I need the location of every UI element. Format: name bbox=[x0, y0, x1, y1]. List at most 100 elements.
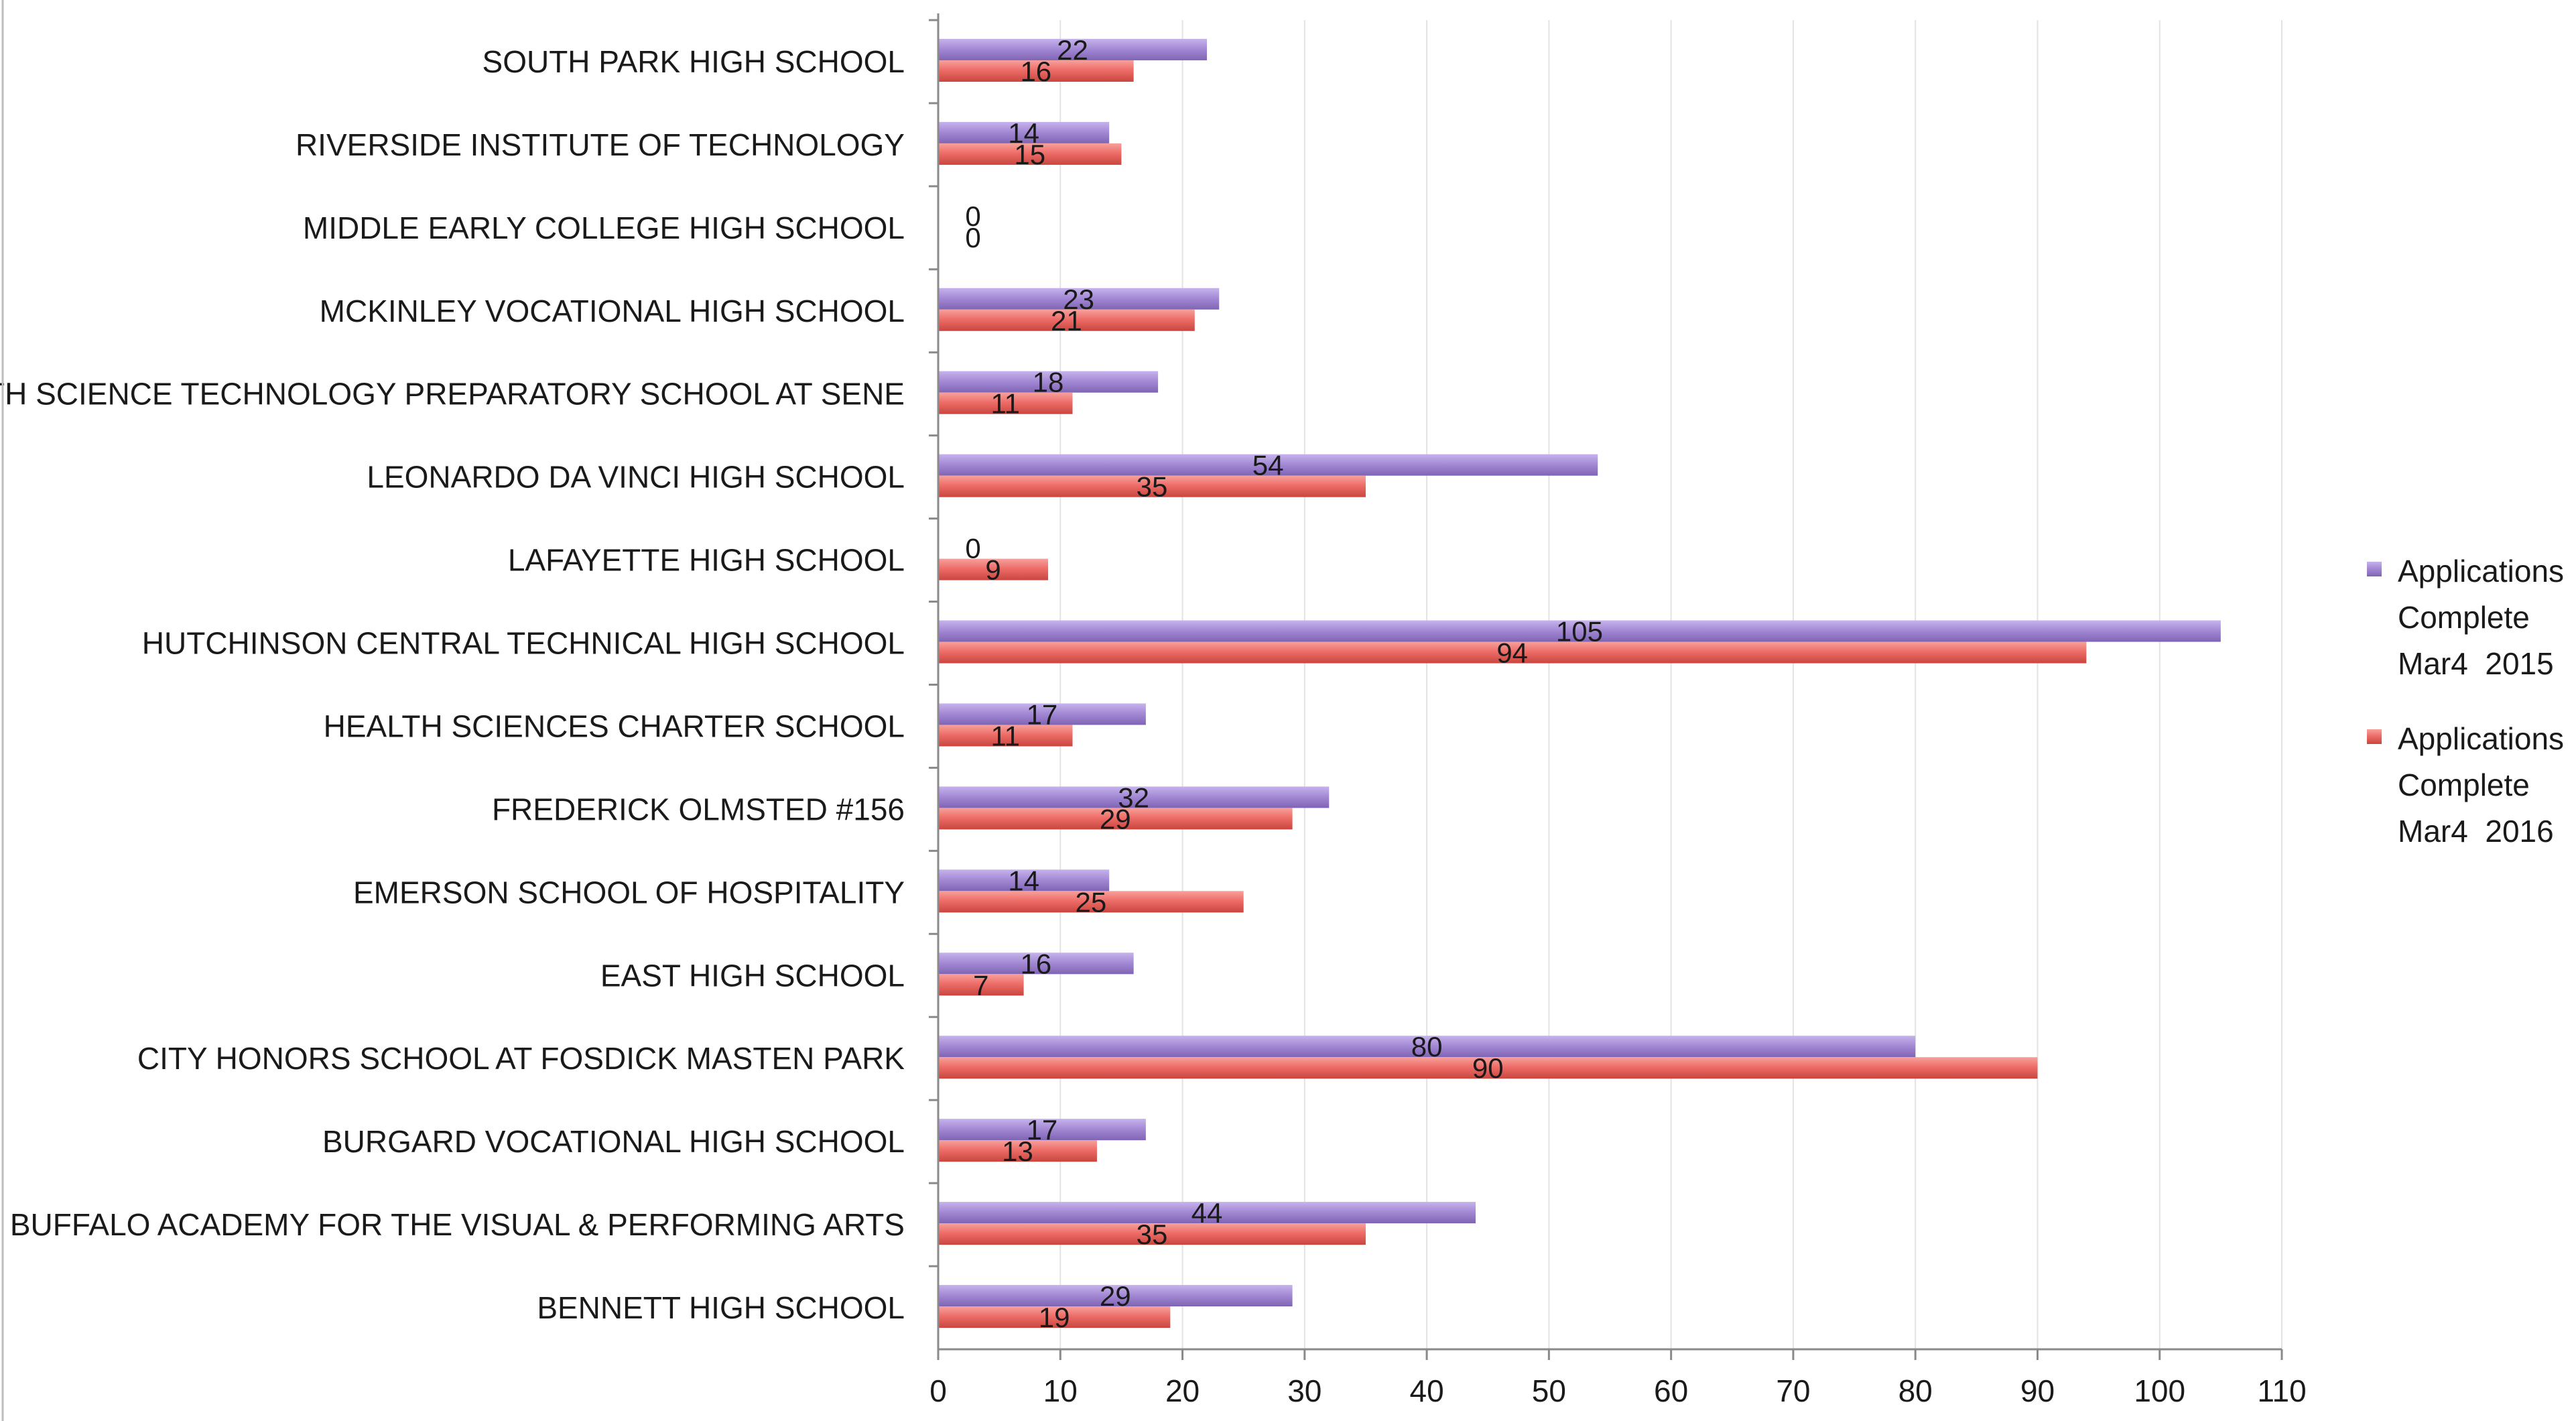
x-tick-label: 110 bbox=[2257, 1373, 2306, 1408]
legend-swatch bbox=[2367, 562, 2382, 576]
data-label: 35 bbox=[1137, 471, 1168, 503]
x-tick-label: 50 bbox=[1532, 1373, 1566, 1408]
data-label: 11 bbox=[990, 720, 1020, 751]
data-label: 15 bbox=[1014, 139, 1045, 170]
data-label: 0 bbox=[965, 200, 980, 232]
legend-label: Applications bbox=[2398, 554, 2564, 589]
data-label: 14 bbox=[1008, 865, 1039, 896]
data-label: 90 bbox=[1472, 1052, 1504, 1084]
bar-2015 bbox=[938, 454, 1598, 476]
bar-2015 bbox=[938, 869, 1110, 891]
bar-2015 bbox=[938, 371, 1159, 393]
data-label: 80 bbox=[1411, 1031, 1443, 1062]
x-tick-label: 30 bbox=[1287, 1373, 1322, 1408]
x-tick-label: 10 bbox=[1043, 1373, 1078, 1408]
data-label: 22 bbox=[1057, 34, 1088, 66]
bar-2015 bbox=[938, 1202, 1476, 1224]
category-label: BURGARD VOCATIONAL HIGH SCHOOL bbox=[322, 1124, 905, 1159]
category-label: MIDDLE EARLY COLLEGE HIGH SCHOOL bbox=[303, 210, 905, 245]
category-label: FREDERICK OLMSTED #156 bbox=[492, 792, 905, 826]
data-label: 29 bbox=[1100, 1280, 1131, 1312]
data-label: 11 bbox=[990, 388, 1020, 420]
legend: Applications Complete Mar4 2015 Application… bbox=[2367, 554, 2564, 849]
category-label: MCKINLEY VOCATIONAL HIGH SCHOOL bbox=[320, 294, 905, 328]
bar-2016 bbox=[938, 808, 1293, 830]
data-label: 14 bbox=[1008, 117, 1039, 149]
x-tick-label: 80 bbox=[1898, 1373, 1933, 1408]
data-label: 9 bbox=[985, 554, 1001, 586]
category-label: RIVERSIDE INSTITUTE OF TECHNOLOGY bbox=[296, 127, 905, 162]
bar-2016 bbox=[938, 1057, 2038, 1079]
data-label: 0 bbox=[965, 222, 980, 253]
bar-2015 bbox=[938, 703, 1146, 725]
x-tick-label: 100 bbox=[2134, 1373, 2185, 1408]
bar-2015 bbox=[938, 38, 1207, 60]
data-label: 44 bbox=[1192, 1197, 1223, 1229]
data-label: 23 bbox=[1063, 284, 1094, 315]
gridlines bbox=[1059, 20, 2282, 1349]
category-label: SOUTH PARK HIGH SCHOOL bbox=[482, 44, 905, 79]
legend-label: Complete bbox=[2398, 767, 2530, 802]
legend-label: Mar4 2016 bbox=[2398, 814, 2554, 849]
data-label: 35 bbox=[1137, 1219, 1168, 1250]
category-label: EAST HIGH SCHOOL bbox=[600, 958, 905, 993]
data-label: 13 bbox=[1002, 1135, 1033, 1167]
bar-2015 bbox=[938, 1119, 1146, 1141]
bar-2016 bbox=[938, 725, 1073, 747]
bar-2016 bbox=[938, 558, 1049, 580]
category-label: MATH SCIENCE TECHNOLOGY PREPARATORY SCHO… bbox=[0, 377, 905, 412]
data-label: 17 bbox=[1027, 698, 1058, 730]
category-label: HEALTH SCIENCES CHARTER SCHOOL bbox=[324, 708, 905, 743]
bars bbox=[938, 38, 2221, 1329]
category-label: BUFFALO ACADEMY FOR THE VISUAL & PERFORM… bbox=[10, 1207, 905, 1242]
bar-2015 bbox=[938, 288, 1220, 310]
data-label: 17 bbox=[1027, 1114, 1058, 1146]
bar-2015 bbox=[938, 1285, 1293, 1307]
data-label: 29 bbox=[1100, 803, 1131, 835]
data-label: 54 bbox=[1252, 450, 1284, 481]
bar-2016 bbox=[938, 143, 1122, 165]
data-label: 25 bbox=[1075, 886, 1106, 918]
legend-label: Complete bbox=[2398, 600, 2530, 635]
x-tick-label: 0 bbox=[929, 1373, 947, 1408]
bar-2016 bbox=[938, 1140, 1097, 1162]
legend-label: Mar4 2015 bbox=[2398, 646, 2554, 681]
bar-2015 bbox=[938, 121, 1110, 143]
bar-2015 bbox=[938, 1036, 1916, 1058]
category-label: HUTCHINSON CENTRAL TECHNICAL HIGH SCHOOL bbox=[142, 626, 905, 661]
category-label: EMERSON SCHOOL OF HOSPITALITY bbox=[353, 875, 905, 910]
x-tick-label: 40 bbox=[1410, 1373, 1444, 1408]
bar-2015 bbox=[938, 620, 2221, 642]
legend-label: Applications bbox=[2398, 721, 2564, 756]
bar-2016 bbox=[938, 974, 1024, 996]
bar-2015 bbox=[938, 952, 1134, 975]
data-label: 18 bbox=[1033, 367, 1064, 398]
bar-2016 bbox=[938, 1223, 1366, 1245]
data-label: 21 bbox=[1051, 305, 1082, 336]
data-label: 19 bbox=[1039, 1302, 1070, 1333]
data-label: 94 bbox=[1496, 637, 1528, 669]
bar-2016 bbox=[938, 1306, 1171, 1329]
bar-2015 bbox=[938, 786, 1330, 808]
data-label: 16 bbox=[1020, 56, 1051, 87]
category-label: BENNETT HIGH SCHOOL bbox=[537, 1290, 905, 1325]
bar-2016 bbox=[938, 392, 1073, 414]
legend-swatch bbox=[2367, 729, 2382, 744]
x-tick-label: 70 bbox=[1776, 1373, 1810, 1408]
bar-2016 bbox=[938, 475, 1366, 497]
data-labels: 2216141500232118115435091059417113229142… bbox=[965, 34, 1603, 1333]
data-label: 16 bbox=[1020, 948, 1051, 979]
category-label: LEONARDO DA VINCI HIGH SCHOOL bbox=[367, 460, 905, 495]
bar-2016 bbox=[938, 891, 1244, 913]
x-tick-label: 90 bbox=[2020, 1373, 2055, 1408]
data-label: 105 bbox=[1556, 616, 1603, 647]
x-tick-label: 60 bbox=[1654, 1373, 1688, 1408]
bar-2016 bbox=[938, 309, 1195, 331]
bar-2016 bbox=[938, 641, 2087, 664]
bar-2016 bbox=[938, 60, 1134, 82]
data-label: 0 bbox=[965, 533, 980, 564]
data-label: 7 bbox=[973, 969, 988, 1001]
x-tick-label: 20 bbox=[1165, 1373, 1200, 1408]
